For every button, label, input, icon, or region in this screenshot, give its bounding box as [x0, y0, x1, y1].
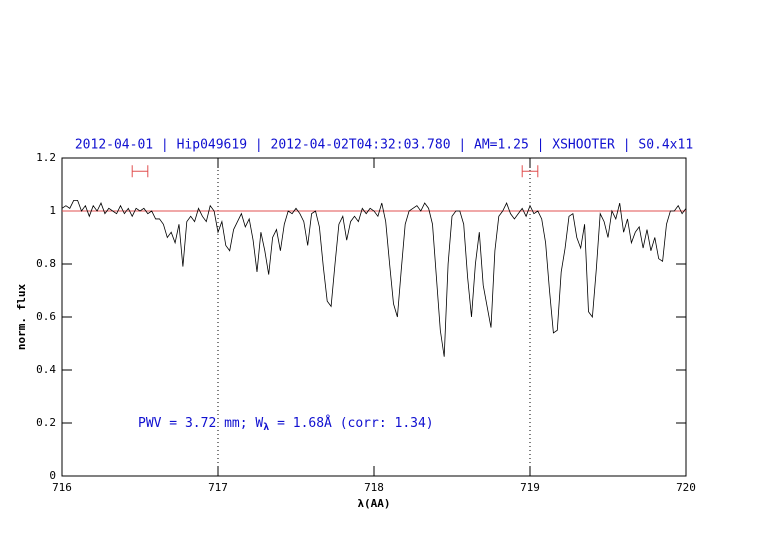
window-marker [131, 165, 149, 178]
y-tick-label: 1 [49, 204, 56, 217]
y-tick-label: 1.2 [36, 151, 56, 164]
x-tick-label: 718 [364, 481, 384, 494]
chart-title: 2012-04-01 | Hip049619 | 2012-04-02T04:3… [75, 138, 693, 153]
y-tick-label: 0 [49, 469, 56, 482]
x-tick-label: 720 [676, 481, 696, 494]
x-tick-label: 719 [520, 481, 540, 494]
spectrum-line [61, 200, 687, 357]
y-tick-label: 0.8 [36, 257, 56, 270]
x-tick-label: 716 [52, 481, 72, 494]
y-axis-label: norm. flux [15, 284, 28, 351]
annotation: PWV = 3.72 mm; Wλ = 1.68Å (corr: 1.34) [138, 415, 434, 434]
window-marker [521, 165, 539, 178]
x-axis-label: λ(AA) [357, 497, 390, 510]
x-tick-label: 717 [208, 481, 228, 494]
y-tick-label: 0.6 [36, 310, 56, 323]
y-tick-label: 0.2 [36, 416, 56, 429]
annotation-text: PWV = 3.72 mm; W [138, 416, 263, 431]
annotation-text: = 1.68Å (corr: 1.34) [269, 415, 433, 431]
annotation-subscript: λ [263, 422, 269, 433]
y-tick-label: 0.4 [36, 363, 56, 376]
